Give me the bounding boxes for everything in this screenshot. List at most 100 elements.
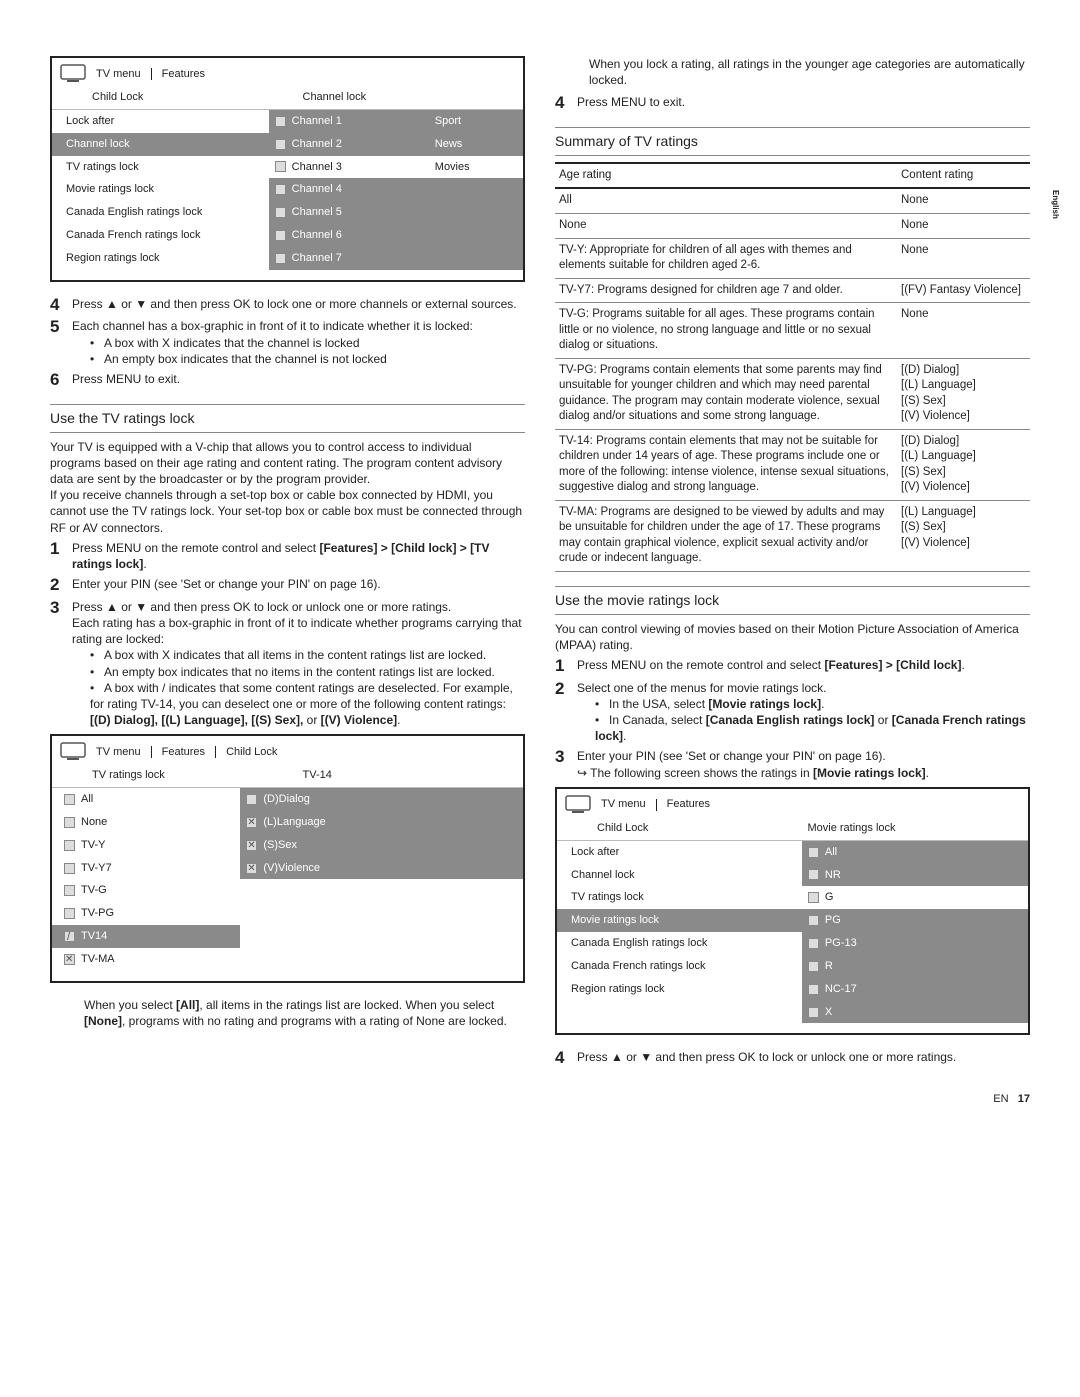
section-heading: Summary of TV ratings (555, 127, 1030, 156)
left-column: TV menu Features Child Lock Channel lock… (50, 50, 525, 1072)
table-row: NoneNone (555, 213, 1030, 238)
step-number: 1 (555, 657, 577, 676)
step-number: 5 (50, 318, 72, 367)
menu-row[interactable]: X (557, 1001, 1028, 1024)
checkbox-icon (246, 840, 257, 851)
checkbox-icon (275, 161, 286, 172)
bullet: An empty box indicates that the channel … (90, 351, 525, 367)
crumb-sep (151, 68, 152, 80)
menu-row[interactable]: TV-MA (52, 948, 523, 971)
th-content: Content rating (897, 163, 1030, 189)
checkbox-icon (246, 817, 257, 828)
page-footer: EN 17 (50, 1092, 1030, 1107)
table-row: TV-G: Programs suitable for all ages. Th… (555, 303, 1030, 359)
step-text: Select one of the menus for movie rating… (577, 680, 1030, 745)
crumb: TV menu (92, 745, 145, 760)
paragraph: You can control viewing of movies based … (555, 621, 1030, 653)
menu-row[interactable]: TV ratings lockG (557, 886, 1028, 909)
page: TV menu Features Child Lock Channel lock… (50, 50, 1030, 1072)
crumb: Features (663, 797, 714, 812)
checkbox-icon (275, 230, 286, 241)
crumb: TV menu (597, 797, 650, 812)
menu-row[interactable]: TV-Y7(V)Violence (52, 857, 523, 880)
tv-icon (565, 795, 591, 815)
checkbox-icon (808, 938, 819, 949)
bullet: A box with X indicates that the channel … (90, 335, 525, 351)
checkbox-icon (808, 1007, 819, 1018)
menu-row[interactable]: Channel lockChannel 2News (52, 133, 523, 156)
checkbox-icon (64, 931, 75, 942)
menu-row[interactable]: Region ratings lockNC-17 (557, 978, 1028, 1001)
checkbox-icon (246, 863, 257, 874)
step-number: 6 (50, 371, 72, 390)
checkbox-icon (64, 840, 75, 851)
menu-row[interactable]: Canada French ratings lockChannel 6 (52, 224, 523, 247)
language-tab: English (1049, 190, 1060, 219)
note: When you select [All], all items in the … (84, 997, 525, 1029)
menu-row[interactable]: Region ratings lockChannel 7 (52, 247, 523, 270)
menu-movie-ratings: TV menu Features Child Lock Movie rating… (555, 787, 1030, 1036)
menu-row[interactable]: Canada French ratings lockR (557, 955, 1028, 978)
step-text: Enter your PIN (see 'Set or change your … (72, 576, 525, 595)
menu-row[interactable]: TV-Y(S)Sex (52, 834, 523, 857)
menu-hdr-left: Child Lock (92, 90, 303, 105)
menu-row[interactable]: Canada English ratings lockChannel 5 (52, 201, 523, 224)
step-text: Enter your PIN (see 'Set or change your … (577, 748, 1030, 780)
table-row: AllNone (555, 188, 1030, 213)
steps-tv-ratings: 1Press MENU on the remote control and se… (50, 540, 525, 729)
menu-row[interactable]: Channel lockNR (557, 864, 1028, 887)
step-text: Press ▲ or ▼ and then press OK to lock o… (577, 1049, 1030, 1068)
bullet: In Canada, select [Canada English rating… (595, 712, 1030, 744)
checkbox-icon (275, 184, 286, 195)
menu-header: Child Lock Channel lock (52, 88, 523, 110)
steps-exit: 4Press MENU to exit. (555, 94, 1030, 113)
menu-row[interactable]: None(L)Language (52, 811, 523, 834)
menu-row[interactable]: Movie ratings lockPG (557, 909, 1028, 932)
step-number: 3 (50, 599, 72, 729)
menu-row[interactable]: Lock afterChannel 1Sport (52, 110, 523, 133)
menu-row[interactable]: Canada English ratings lockPG-13 (557, 932, 1028, 955)
step-number: 4 (555, 1049, 577, 1068)
right-column: When you lock a rating, all ratings in t… (555, 50, 1030, 1072)
checkbox-icon (64, 863, 75, 874)
steps-movie-lock: 4Press ▲ or ▼ and then press OK to lock … (555, 1049, 1030, 1068)
step-number: 2 (50, 576, 72, 595)
step-text: Press MENU to exit. (577, 94, 1030, 113)
menu-row[interactable]: Movie ratings lockChannel 4 (52, 178, 523, 201)
checkbox-icon (808, 892, 819, 903)
menu-row[interactable]: Lock afterAll (557, 841, 1028, 864)
checkbox-icon (64, 817, 75, 828)
checkbox-icon (64, 794, 75, 805)
table-row: TV-MA: Programs are designed to be viewe… (555, 500, 1030, 571)
menu-row[interactable]: TV ratings lockChannel 3Movies (52, 156, 523, 179)
section-heading: Use the movie ratings lock (555, 586, 1030, 615)
checkbox-icon (808, 869, 819, 880)
step-number: 4 (50, 296, 72, 315)
step-text: Press ▲ or ▼ and then press OK to lock o… (72, 296, 525, 315)
step-number: 3 (555, 748, 577, 780)
note: When you lock a rating, all ratings in t… (589, 56, 1030, 88)
menu-row[interactable]: All(D)Dialog (52, 788, 523, 811)
table-row: TV-PG: Programs contain elements that so… (555, 358, 1030, 429)
menu-hdr-left: Child Lock (597, 821, 808, 836)
checkbox-icon (808, 847, 819, 858)
crumb: Features (158, 745, 209, 760)
menu-row[interactable]: TV-PG (52, 902, 523, 925)
menu-row[interactable]: TV14 (52, 925, 523, 948)
checkbox-icon (808, 984, 819, 995)
step-text-line: Each channel has a box-graphic in front … (72, 319, 473, 333)
steps-movie-ratings: 1Press MENU on the remote control and se… (555, 657, 1030, 781)
menu-row[interactable]: TV-G (52, 879, 523, 902)
tv-icon (60, 64, 86, 84)
step-text: Press MENU to exit. (72, 371, 525, 390)
paragraph: If you receive channels through a set-to… (50, 487, 525, 536)
ratings-summary-table: Age rating Content rating AllNoneNoneNon… (555, 162, 1030, 572)
checkbox-icon (64, 954, 75, 965)
checkbox-icon (808, 961, 819, 972)
bullet: A box with X indicates that all items in… (90, 647, 525, 663)
menu-hdr-right: TV-14 (303, 768, 514, 783)
tv-icon (60, 742, 86, 762)
table-row: TV-Y: Appropriate for children of all ag… (555, 238, 1030, 278)
checkbox-icon (275, 139, 286, 150)
footer-page: 17 (1018, 1093, 1030, 1105)
